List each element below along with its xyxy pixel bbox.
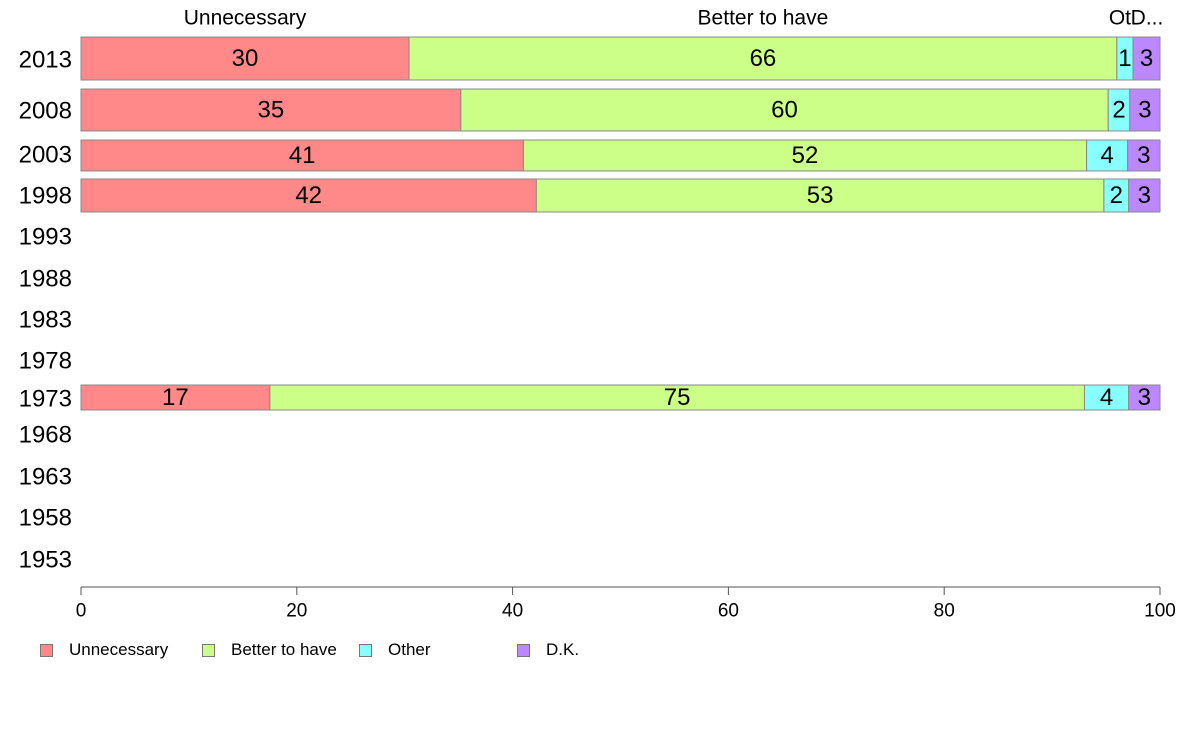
data-label-1998-other: 2 <box>1110 182 1123 209</box>
legend-item-better-to-have: Better to have <box>202 640 337 660</box>
data-label-1973-other: 4 <box>1100 384 1113 411</box>
x-tick-label-0: 0 <box>76 601 87 622</box>
top-label-other: Ot <box>1109 7 1131 30</box>
bar-2013-better-to-have <box>408 36 1118 81</box>
bar-2008-better-to-have <box>460 88 1109 132</box>
category-label-2013: 2013 <box>19 47 72 74</box>
bar-2013-unnecessary <box>80 36 410 81</box>
bar-1998-other <box>1103 178 1130 213</box>
legend-label-dk: D.K. <box>546 640 580 659</box>
category-label-1953: 1953 <box>19 547 72 574</box>
top-label-unnecessary: Unnecessary <box>184 7 307 30</box>
category-label-1978: 1978 <box>19 348 72 375</box>
bar-2008-unnecessary <box>80 88 462 132</box>
data-label-2003-d-k: 3 <box>1137 142 1150 169</box>
data-label-1998-d-k: 3 <box>1138 182 1151 209</box>
bar-1973-d-k <box>1128 384 1161 411</box>
top-label-d-k: D... <box>1131 7 1164 30</box>
data-label-1998-unnecessary: 42 <box>295 182 322 209</box>
x-tick-label-80: 80 <box>934 601 955 622</box>
data-label-1973-d-k: 3 <box>1138 384 1151 411</box>
data-label-2008-d-k: 3 <box>1138 97 1151 124</box>
bar-1973-other <box>1083 384 1130 411</box>
legend-swatch-dk <box>517 643 530 657</box>
data-label-2013-unnecessary: 30 <box>232 45 259 72</box>
bar-1998-d-k <box>1128 178 1161 213</box>
category-label-1993: 1993 <box>19 224 72 251</box>
x-tick-label-100: 100 <box>1144 601 1176 622</box>
category-label-1998: 1998 <box>19 183 72 210</box>
category-label-1988: 1988 <box>19 266 72 293</box>
category-label-1963: 1963 <box>19 464 72 491</box>
legend-item-other: Other <box>359 640 431 660</box>
data-label-2003-unnecessary: 41 <box>289 142 316 169</box>
legend-swatch-other <box>359 643 372 657</box>
bar-2008-d-k <box>1129 88 1161 132</box>
category-label-2008: 2008 <box>19 98 72 125</box>
legend-label-better-to-have: Better to have <box>231 640 337 659</box>
category-label-2003: 2003 <box>19 142 72 169</box>
data-label-2008-unnecessary: 35 <box>258 97 285 124</box>
data-label-2003-other: 4 <box>1100 142 1113 169</box>
data-label-2013-better-to-have: 66 <box>750 45 777 72</box>
x-tick-label-40: 40 <box>502 601 523 622</box>
legend-swatch-better-to-have <box>202 643 215 657</box>
category-label-1968: 1968 <box>19 422 72 449</box>
category-label-1983: 1983 <box>19 307 72 334</box>
bar-2003-d-k <box>1127 139 1161 172</box>
data-label-2008-better-to-have: 60 <box>771 97 798 124</box>
data-label-2013-other: 1 <box>1118 45 1131 72</box>
top-label-better-to-have: Better to have <box>698 7 829 30</box>
data-label-1998-better-to-have: 53 <box>807 182 834 209</box>
data-label-1973-unnecessary: 17 <box>162 384 189 411</box>
category-label-1973: 1973 <box>19 386 72 413</box>
x-tick-label-20: 20 <box>286 601 307 622</box>
data-label-1973-better-to-have: 75 <box>664 384 691 411</box>
data-label-2008-other: 2 <box>1112 97 1125 124</box>
bar-2003-unnecessary <box>80 139 524 172</box>
bar-2013-d-k <box>1132 36 1161 81</box>
legend-swatch-unnecessary <box>40 643 53 657</box>
legend-item-unnecessary: Unnecessary <box>40 640 168 660</box>
legend-label-unnecessary: Unnecessary <box>69 640 169 659</box>
bar-2003-better-to-have <box>522 139 1088 172</box>
data-label-2013-d-k: 3 <box>1140 45 1153 72</box>
data-label-2003-better-to-have: 52 <box>792 142 819 169</box>
category-label-1958: 1958 <box>19 505 72 532</box>
bar-2003-other <box>1086 139 1129 172</box>
bar-1998-better-to-have <box>535 178 1105 213</box>
legend-item-dk: D.K. <box>517 640 579 660</box>
bar-1998-unnecessary <box>80 178 537 213</box>
legend-label-other: Other <box>388 640 431 659</box>
x-tick-label-60: 60 <box>718 601 739 622</box>
